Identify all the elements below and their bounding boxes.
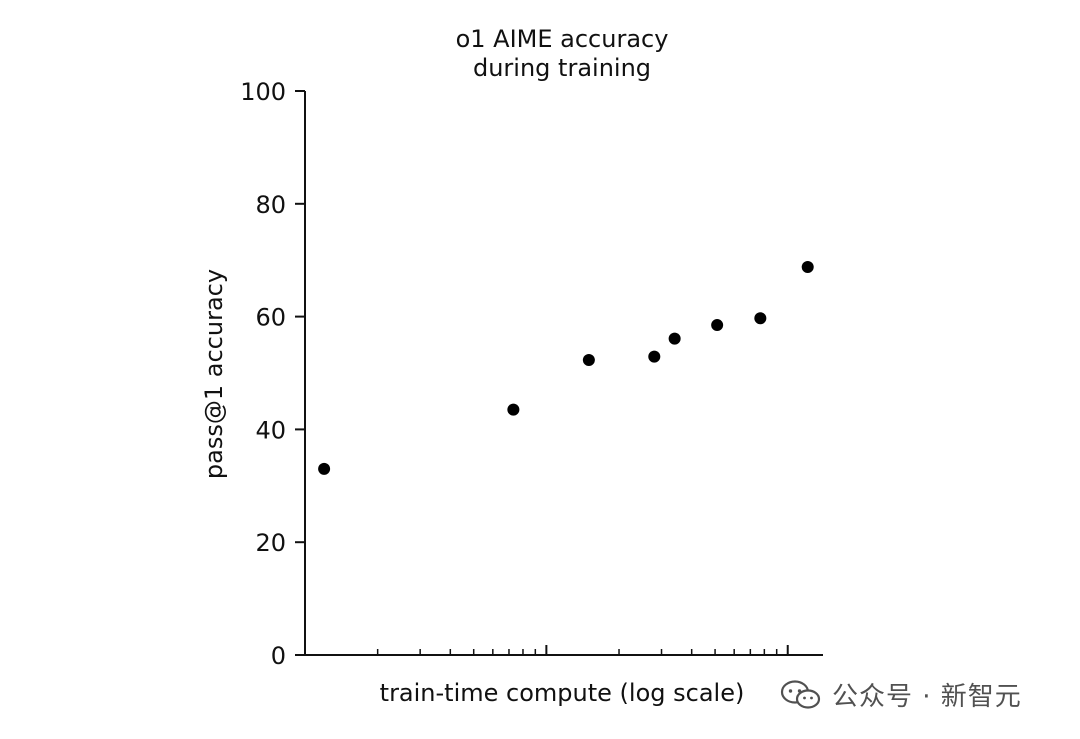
y-tick-label: 60: [255, 304, 286, 332]
y-ticks: 0 20 40 60 80 100: [240, 78, 305, 670]
axes: [304, 91, 823, 656]
data-point: [711, 319, 724, 332]
y-axis-label: pass@1 accuracy: [200, 269, 228, 479]
data-point: [507, 403, 520, 416]
chart-title-line-2: during training: [473, 54, 651, 82]
y-tick-label: 0: [271, 642, 286, 670]
data-point: [318, 462, 331, 475]
chart-title: o1 AIME accuracy during training: [456, 25, 669, 82]
data-point: [582, 354, 595, 367]
wechat-icon: [780, 678, 822, 712]
watermark: 公众号 · 新智元: [780, 676, 1022, 713]
x-axis-label: train-time compute (log scale): [380, 679, 745, 707]
chart-title-line-1: o1 AIME accuracy: [456, 25, 669, 53]
data-points: [318, 260, 814, 475]
y-tick-label: 40: [255, 416, 286, 444]
data-point: [668, 332, 681, 345]
y-tick-label: 100: [240, 78, 286, 106]
x-ticks: [376, 645, 789, 655]
watermark-text: 公众号 · 新智元: [832, 682, 1022, 712]
data-point: [648, 350, 661, 363]
data-point: [801, 260, 814, 273]
y-tick-label: 80: [255, 191, 286, 219]
data-point: [754, 312, 767, 325]
y-tick-label: 20: [255, 529, 286, 557]
